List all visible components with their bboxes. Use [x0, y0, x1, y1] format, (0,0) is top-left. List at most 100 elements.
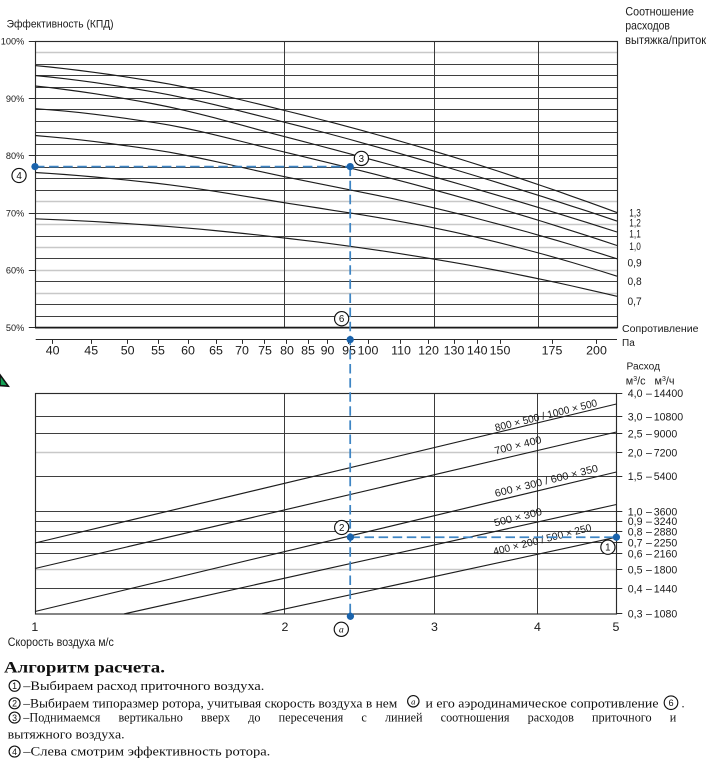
svg-text:a: a	[411, 697, 415, 707]
svg-text:50: 50	[121, 344, 135, 358]
svg-text:7200: 7200	[654, 448, 678, 460]
svg-text:1,3: 1,3	[629, 208, 641, 220]
svg-text:2: 2	[339, 523, 344, 534]
svg-text:75: 75	[258, 344, 272, 358]
svg-text:65: 65	[209, 344, 223, 358]
svg-text:80: 80	[280, 344, 294, 358]
svg-text:1,0: 1,0	[628, 506, 643, 518]
svg-text:70: 70	[235, 344, 249, 358]
svg-text:Эффективность (КПД): Эффективность (КПД)	[7, 19, 114, 31]
svg-text:3600: 3600	[654, 506, 678, 518]
svg-text:2: 2	[12, 699, 17, 709]
svg-text:14400: 14400	[654, 388, 684, 400]
svg-text:1,5: 1,5	[628, 471, 643, 483]
svg-text:1,1: 1,1	[629, 229, 641, 241]
svg-text:2: 2	[282, 620, 289, 634]
svg-text:.: .	[682, 696, 685, 710]
svg-text:–: –	[646, 516, 652, 528]
svg-text:1440: 1440	[654, 584, 678, 596]
svg-text:80%: 80%	[6, 151, 24, 161]
svg-text:–: –	[646, 565, 652, 577]
svg-text:вытяжного воздуха.: вытяжного воздуха.	[8, 727, 125, 741]
svg-text:2250: 2250	[654, 538, 678, 550]
svg-text:60%: 60%	[6, 266, 24, 276]
svg-text:45: 45	[84, 344, 98, 358]
svg-text:10800: 10800	[654, 412, 684, 424]
svg-text:–: –	[646, 527, 652, 539]
svg-text:0,6: 0,6	[628, 548, 643, 560]
svg-text:0,7: 0,7	[628, 296, 642, 308]
svg-text:–: –	[646, 548, 652, 560]
svg-text:–: –	[646, 448, 652, 460]
svg-text:120: 120	[418, 344, 439, 358]
svg-text:1: 1	[31, 620, 38, 634]
svg-text:5: 5	[613, 620, 620, 634]
svg-text:1: 1	[605, 543, 610, 554]
svg-text:–Выбираем расход приточного во: –Выбираем расход приточного воздуха.	[22, 679, 264, 693]
svg-text:–: –	[646, 412, 652, 424]
svg-text:и его аэродинамическое сопроти: и его аэродинамическое сопротивление	[426, 696, 659, 710]
svg-text:–: –	[646, 429, 652, 441]
svg-text:Скорость воздуха м/с: Скорость воздуха м/с	[8, 636, 114, 649]
svg-text:0,8: 0,8	[628, 527, 643, 539]
svg-text:90: 90	[321, 344, 335, 358]
svg-text:1: 1	[12, 681, 17, 691]
svg-text:175: 175	[542, 344, 563, 358]
svg-text:110: 110	[391, 344, 411, 358]
svg-text:–Слева смотрим эффективность р: –Слева смотрим эффективность ротора.	[22, 745, 270, 759]
svg-text:4,0: 4,0	[628, 388, 643, 400]
svg-text:9000: 9000	[654, 429, 678, 441]
svg-text:5400: 5400	[654, 471, 678, 483]
svg-text:Сопротивление: Сопротивление	[622, 324, 699, 335]
svg-text:–: –	[646, 609, 652, 621]
svg-text:150: 150	[490, 344, 511, 358]
svg-text:–Выбираем типоразмер ротора, у: –Выбираем типоразмер ротора, учитывая ск…	[22, 696, 397, 710]
svg-text:0,5: 0,5	[628, 565, 643, 577]
svg-text:–: –	[646, 471, 652, 483]
svg-text:200: 200	[586, 344, 607, 358]
svg-text:Расход: Расход	[627, 361, 661, 372]
svg-text:0,9: 0,9	[628, 516, 643, 528]
svg-text:4: 4	[16, 171, 22, 182]
svg-text:1800: 1800	[654, 565, 678, 577]
svg-text:Соотношение: Соотношение	[625, 5, 694, 18]
svg-text:4: 4	[534, 620, 541, 634]
svg-text:0,3: 0,3	[628, 609, 643, 621]
svg-text:–Поднимаемся вертикально вверх: –Поднимаемся вертикально вверх до пересе…	[22, 711, 676, 725]
svg-text:100: 100	[358, 344, 379, 358]
svg-text:0,8: 0,8	[628, 276, 642, 288]
svg-text:1,0: 1,0	[629, 241, 641, 253]
svg-text:Па: Па	[622, 338, 635, 349]
svg-text:70%: 70%	[6, 208, 24, 218]
svg-text:1080: 1080	[654, 609, 678, 621]
svg-text:–: –	[646, 506, 652, 518]
svg-text:м3/ч: м3/ч	[655, 376, 675, 388]
svg-text:3: 3	[359, 154, 365, 165]
svg-text:95: 95	[342, 344, 356, 358]
svg-text:2,5: 2,5	[628, 429, 643, 441]
svg-text:50%: 50%	[6, 323, 24, 333]
svg-text:130: 130	[444, 344, 465, 358]
svg-text:вытяжка/приток: вытяжка/приток	[625, 34, 707, 47]
svg-text:м3/с: м3/с	[626, 376, 646, 388]
svg-text:60: 60	[181, 344, 195, 358]
svg-text:2160: 2160	[654, 548, 678, 560]
svg-text:2,0: 2,0	[628, 448, 643, 460]
svg-text:55: 55	[151, 344, 165, 358]
svg-text:0,9: 0,9	[628, 257, 642, 269]
svg-text:a: a	[339, 625, 344, 636]
svg-text:Алгоритм расчета.: Алгоритм расчета.	[4, 660, 165, 677]
svg-text:0,7: 0,7	[628, 538, 643, 550]
svg-text:3,0: 3,0	[628, 412, 643, 424]
svg-text:100%: 100%	[1, 37, 25, 47]
svg-text:3: 3	[12, 713, 17, 723]
svg-text:6: 6	[339, 314, 345, 325]
svg-text:–: –	[646, 584, 652, 596]
svg-text:6: 6	[668, 698, 673, 708]
svg-text:3240: 3240	[654, 516, 678, 528]
svg-text:1,2: 1,2	[629, 217, 641, 229]
svg-text:0,4: 0,4	[628, 584, 643, 596]
svg-text:4: 4	[12, 747, 17, 757]
svg-text:90%: 90%	[6, 94, 24, 104]
svg-text:–: –	[646, 388, 652, 400]
